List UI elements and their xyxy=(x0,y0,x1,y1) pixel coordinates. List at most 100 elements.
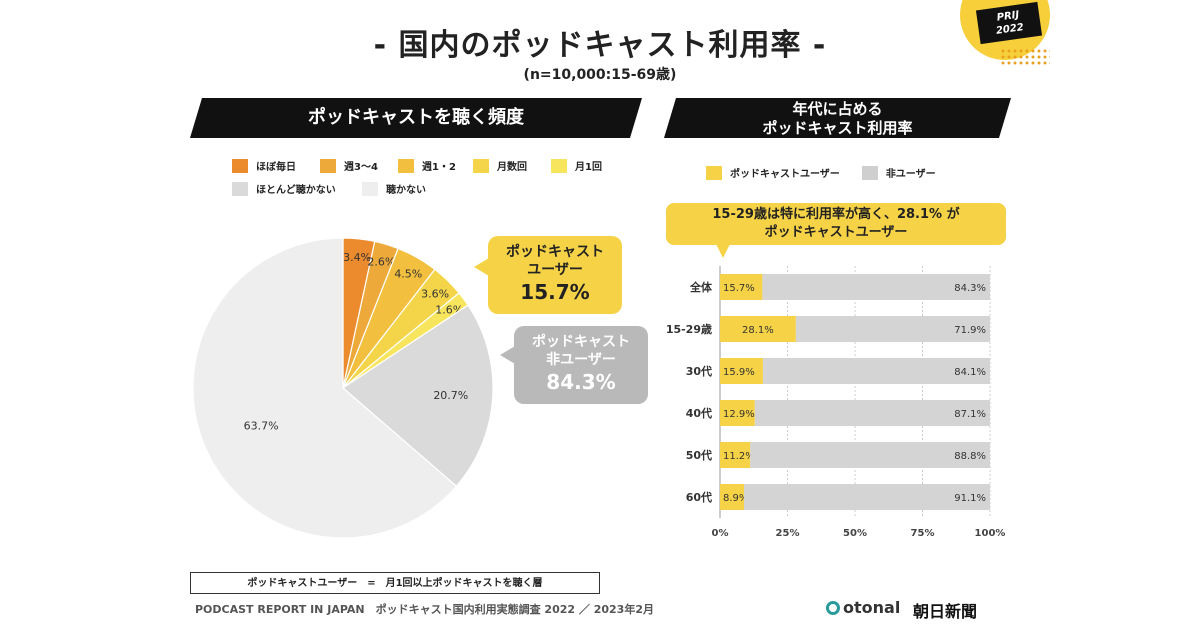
bar-nonuser xyxy=(750,442,990,468)
bar-legend: ポッドキャストユーザー 非ユーザー xyxy=(706,165,936,180)
highlight-pointer xyxy=(716,244,730,258)
dot-pattern xyxy=(1000,48,1050,66)
category-label: 60代 xyxy=(686,490,712,504)
legend-label: 非ユーザー xyxy=(885,169,936,180)
bar-nonuser-label: 88.8% xyxy=(954,451,986,462)
age-bar-chart: 0% 25% 50% 75% 100% 全体 15.7% 84.3% 15-29歳 28.1% 71… xyxy=(666,266,1006,539)
bar-nonuser xyxy=(762,274,990,300)
highlight-note: 15-29歳は特に利用率が高く、28.1% が ポッドキャストユーザー xyxy=(666,203,1006,245)
bar-user xyxy=(720,484,745,510)
bar-user-label: 15.9% xyxy=(723,367,755,378)
category-label: 40代 xyxy=(686,406,712,420)
page-subtitle: (n=10,000:15-69歳) xyxy=(523,67,677,83)
x-tick-label: 75% xyxy=(911,528,935,539)
age-banner-line1: 年代に占める xyxy=(792,100,883,118)
bar-nonuser xyxy=(754,400,990,426)
legend-swatch xyxy=(706,165,722,180)
x-tick-label: 0% xyxy=(712,528,729,539)
otonal-mark-icon xyxy=(826,601,840,615)
legend-swatch xyxy=(398,158,414,173)
bar-nonuser-label: 84.1% xyxy=(954,367,986,378)
callout-nonusers-value: 84.3% xyxy=(546,370,616,394)
legend-label: 聴かない xyxy=(386,185,426,196)
legend-item: 月数回 xyxy=(473,158,551,173)
pie-legend: ほぼ毎日 週3～4 週1・2 月数回 月1回 ほとんど聴かない 聴かない xyxy=(232,158,632,196)
bar-user-label: 15.7% xyxy=(723,283,755,294)
legend-label: ほぼ毎日 xyxy=(256,162,296,173)
callout-users-line1: ポッドキャスト xyxy=(506,244,604,260)
legend-item: 非ユーザー xyxy=(861,165,936,180)
x-tick-label: 100% xyxy=(975,528,1006,539)
category-label: 15-29歳 xyxy=(666,322,712,336)
legend-item: 聴かない xyxy=(362,181,452,196)
age-banner-line2: ポッドキャスト利用率 xyxy=(762,119,913,137)
callout-pointer xyxy=(474,258,489,276)
frequency-pie-chart: 3.4%2.6%4.5%3.6%1.6%20.7%63.7% xyxy=(192,237,494,539)
bar-user xyxy=(720,400,755,426)
pie-slice xyxy=(342,304,494,488)
frequency-banner: ポッドキャストを聴く頻度 xyxy=(190,98,642,138)
x-tick-label: 25% xyxy=(776,528,800,539)
bar-nonuser-label: 87.1% xyxy=(954,409,986,420)
callout-users-value: 15.7% xyxy=(520,280,590,304)
bar-user xyxy=(720,274,763,300)
legend-label: ポッドキャストユーザー xyxy=(730,169,840,180)
bar-nonuser-label: 91.1% xyxy=(954,493,986,504)
legend-swatch xyxy=(362,181,378,196)
legend-swatch xyxy=(861,165,878,180)
highlight-line1: 15-29歳は特に利用率が高く、28.1% が xyxy=(712,207,960,222)
legend-swatch xyxy=(232,158,248,173)
pie-slice-label: 2.6% xyxy=(367,256,395,269)
callout-users-line2: ユーザー xyxy=(527,262,583,278)
otonal-text: otonal xyxy=(843,598,901,617)
bar-user-label: 12.9% xyxy=(723,409,755,420)
bar-user-label: 11.2% xyxy=(723,451,755,462)
legend-swatch xyxy=(232,181,248,196)
source-note: PODCAST REPORT IN JAPAN ポッドキャスト国内利用実態調査 … xyxy=(195,603,654,616)
callout-nonusers-line2: 非ユーザー xyxy=(546,352,616,368)
user-definition: ポッドキャストユーザー = 月1回以上ポッドキャストを聴く層 xyxy=(190,572,600,594)
legend-item: ほぼ毎日 xyxy=(232,158,320,173)
legend-label: 月1回 xyxy=(575,162,602,173)
bar-nonuser-label: 84.3% xyxy=(954,283,986,294)
bar-nonuser xyxy=(744,484,990,510)
legend-label: 月数回 xyxy=(497,162,527,173)
pie-slice-label: 20.7% xyxy=(433,389,468,402)
otonal-logo: otonal xyxy=(826,598,900,617)
bar-nonuser-label: 71.9% xyxy=(954,325,986,336)
pie-slice-label: 4.5% xyxy=(394,267,422,280)
legend-item: 週3～4 xyxy=(320,158,398,173)
legend-swatch xyxy=(320,158,336,173)
legend-label: ほとんど聴かない xyxy=(256,185,336,196)
bar-nonuser xyxy=(795,316,990,342)
legend-swatch xyxy=(551,158,567,173)
callout-nonusers: ポッドキャスト 非ユーザー 84.3% xyxy=(514,326,648,404)
pie-slice-label: 3.4% xyxy=(343,251,371,264)
legend-item: 週1・2 xyxy=(398,158,473,173)
age-banner: 年代に占める ポッドキャスト利用率 xyxy=(664,98,1011,138)
bar-user xyxy=(720,442,751,468)
pie-slice xyxy=(192,237,458,539)
category-label: 30代 xyxy=(686,364,712,378)
bar-nonuser xyxy=(762,358,990,384)
bar-user xyxy=(720,316,796,342)
legend-label: 週3～4 xyxy=(344,162,378,173)
page-title: - 国内のポッドキャスト利用率 - xyxy=(373,28,827,63)
x-tick-label: 50% xyxy=(843,528,867,539)
callout-users: ポッドキャスト ユーザー 15.7% xyxy=(488,236,622,314)
legend-item: 月1回 xyxy=(551,158,621,173)
callout-nonusers-line1: ポッドキャスト xyxy=(532,334,630,350)
highlight-line2: ポッドキャストユーザー xyxy=(764,225,908,240)
legend-swatch xyxy=(473,158,489,173)
bar-user-label: 8.9% xyxy=(723,493,748,504)
pie-slice-label: 63.7% xyxy=(244,419,279,432)
callout-pointer xyxy=(500,346,515,364)
bar-user-label: 28.1% xyxy=(742,325,774,336)
bar-user xyxy=(720,358,763,384)
legend-label: 週1・2 xyxy=(422,162,456,173)
asahi-logo: 朝日新聞 xyxy=(913,602,978,621)
legend-item: ほとんど聴かない xyxy=(232,181,362,196)
category-label: 50代 xyxy=(686,448,712,462)
legend-item: ポッドキャストユーザー xyxy=(706,165,840,180)
category-label: 全体 xyxy=(689,280,713,294)
